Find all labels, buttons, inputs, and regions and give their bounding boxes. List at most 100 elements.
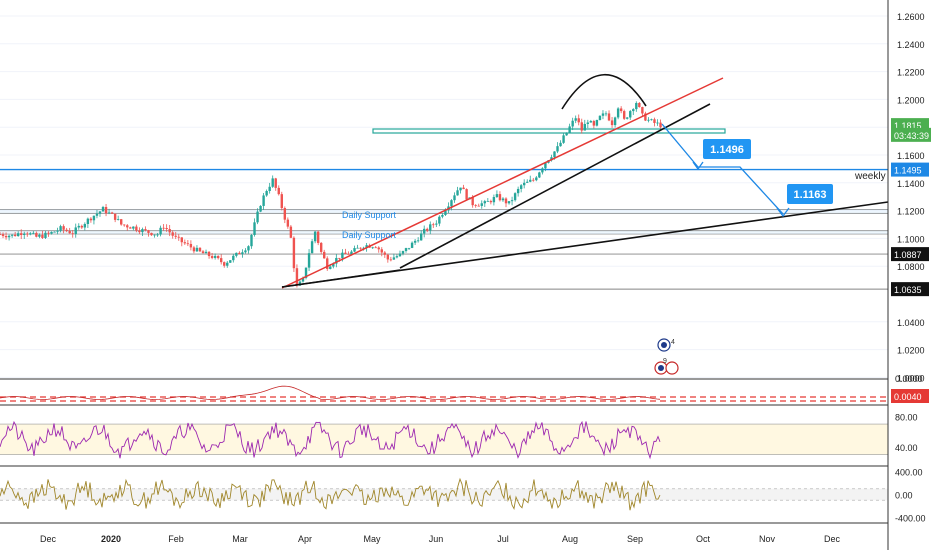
time-tick: 2020: [101, 534, 121, 544]
candle-body: [395, 256, 399, 258]
candle-body: [250, 234, 253, 247]
candle-body: [304, 267, 308, 278]
candle-body: [644, 113, 647, 121]
candle-body: [92, 215, 96, 221]
candle-body: [529, 179, 532, 182]
candle-body: [583, 123, 586, 131]
candle-body: [398, 253, 402, 257]
candle-body: [629, 111, 632, 118]
candle-body: [647, 119, 650, 121]
candle-body: [226, 262, 229, 266]
candle-body: [153, 234, 156, 236]
candle-body: [377, 247, 380, 250]
candle-body: [56, 230, 59, 232]
candle-body: [465, 189, 468, 200]
candle-body: [526, 181, 529, 183]
arrow-head-1: [692, 161, 704, 171]
candle-body: [120, 219, 123, 225]
candle-body: [144, 229, 147, 231]
candle-body: [280, 194, 283, 209]
candle-body: [213, 255, 217, 258]
candle-body: [210, 256, 214, 258]
candle-body: [604, 113, 608, 115]
candle-body: [59, 226, 62, 231]
target-label-1[interactable]: 1.1496: [703, 139, 751, 159]
candle-body: [147, 230, 150, 233]
candle-body: [80, 225, 84, 228]
candle-body: [589, 121, 593, 123]
macd-value-bg: [891, 389, 929, 403]
time-axis[interactable]: Dec 2020 Feb Mar Apr May Jun Jul Aug Sep Oct Nov Dec: [40, 534, 841, 544]
candle-body: [229, 260, 232, 263]
candle-body: [16, 233, 20, 237]
event-marker-1[interactable]: 4: [657, 338, 675, 352]
weekly-label: weekly: [854, 171, 886, 182]
cci-tick: 400.00: [895, 468, 923, 478]
candle-body: [404, 248, 408, 252]
price-label: 1.1495: [894, 166, 922, 176]
target-label-2[interactable]: 1.1163: [787, 184, 833, 204]
candle-body: [453, 195, 456, 201]
candle-body: [641, 107, 644, 114]
candle-body: [20, 233, 23, 235]
price-label-bg: [891, 247, 929, 262]
candle-body: [135, 226, 138, 231]
candle-body: [450, 200, 453, 207]
candle-body: [538, 172, 541, 178]
price-label-bg: [891, 282, 929, 297]
price-tick: 1.1600: [897, 151, 925, 161]
candle-body: [219, 258, 223, 263]
macd-line: [0, 385, 661, 400]
candle-body: [4, 236, 8, 238]
candle-body: [456, 190, 459, 196]
candle-body: [371, 247, 374, 249]
candle-body: [68, 231, 71, 234]
event-marker-2[interactable]: 9: [654, 358, 679, 375]
candle-body: [35, 232, 38, 237]
candle-body: [86, 218, 90, 224]
cci-tick: -400.00: [895, 513, 926, 523]
candle-body: [329, 266, 332, 269]
time-tick: Dec: [824, 534, 841, 544]
candle-body: [316, 231, 320, 243]
candle-body: [326, 258, 329, 269]
rsi-pane[interactable]: [0, 420, 888, 460]
rsi-line: [0, 420, 661, 460]
candle-body: [353, 248, 356, 252]
candle-body: [423, 228, 426, 234]
candle-body: [362, 247, 365, 249]
candle-body: [232, 255, 235, 261]
candle-body: [171, 232, 174, 236]
candle-body: [638, 102, 641, 108]
candle-body: [195, 247, 199, 252]
macd-pane[interactable]: [0, 385, 888, 402]
candle-body: [159, 227, 162, 235]
candle-body: [32, 232, 35, 234]
rsi-tick: 80.00: [895, 412, 918, 422]
candle-body: [101, 207, 105, 212]
candle-body: [486, 200, 490, 202]
trendline-black-3: [281, 269, 401, 288]
candle-body: [556, 146, 559, 152]
candle-body: [41, 234, 44, 238]
candle-body: [365, 245, 368, 248]
candle-body: [47, 232, 50, 234]
candle-body: [198, 247, 202, 252]
candle-body: [335, 257, 338, 264]
candle-body: [498, 194, 502, 201]
candle-body: [1, 234, 5, 237]
candle-body: [607, 113, 611, 121]
price-label: 1.0635: [894, 285, 922, 295]
candle-body: [413, 240, 417, 243]
candle-body: [283, 208, 287, 220]
candle-body: [177, 236, 180, 238]
candle-body: [126, 225, 129, 228]
main-price-pane[interactable]: 1.1496 1.1163 weekly Daily Support Daily…: [0, 15, 889, 378]
price-tick: 1.1000: [897, 234, 925, 244]
candle-body: [595, 120, 599, 126]
price-tick: 1.0400: [897, 318, 925, 328]
candle-body: [407, 247, 411, 249]
candle-body: [71, 233, 74, 235]
candle-body: [510, 200, 514, 202]
cci-pane[interactable]: [0, 477, 888, 511]
